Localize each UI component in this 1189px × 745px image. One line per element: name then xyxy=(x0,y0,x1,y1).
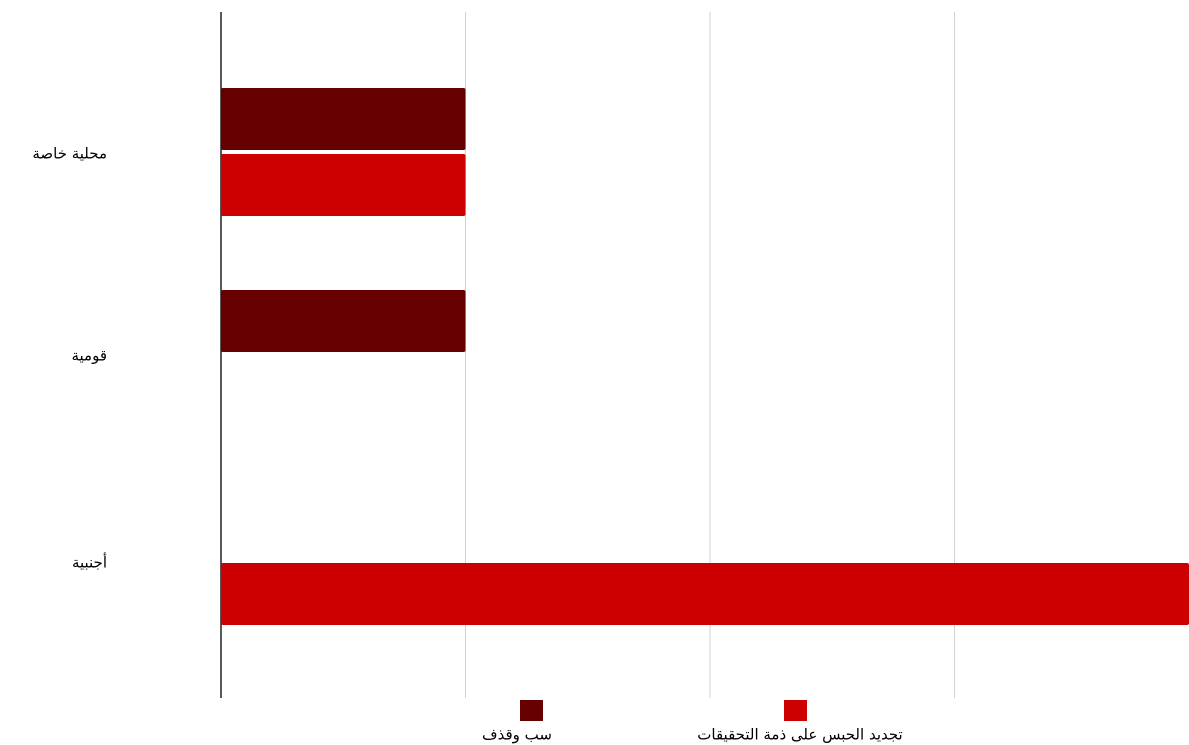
category-labels: محلية خاصة قومية أجنبية xyxy=(32,145,107,572)
bar-series1-cat1 xyxy=(221,88,466,150)
category-label: محلية خاصة xyxy=(32,145,107,163)
bar-series2-cat3 xyxy=(221,563,1189,625)
legend: سب وقذف تجديد الحبس على ذمة التحقيقات xyxy=(482,700,903,744)
legend-swatch-2 xyxy=(784,700,807,721)
legend-label-1: سب وقذف xyxy=(482,726,552,744)
category-label: أجنبية xyxy=(72,553,107,572)
bar-series1-cat2 xyxy=(221,290,466,352)
bars xyxy=(221,88,1189,625)
legend-label-2: تجديد الحبس على ذمة التحقيقات xyxy=(697,726,902,744)
legend-swatch-1 xyxy=(520,700,543,721)
bar-series2-cat1 xyxy=(221,154,466,216)
category-label: قومية xyxy=(71,347,107,365)
